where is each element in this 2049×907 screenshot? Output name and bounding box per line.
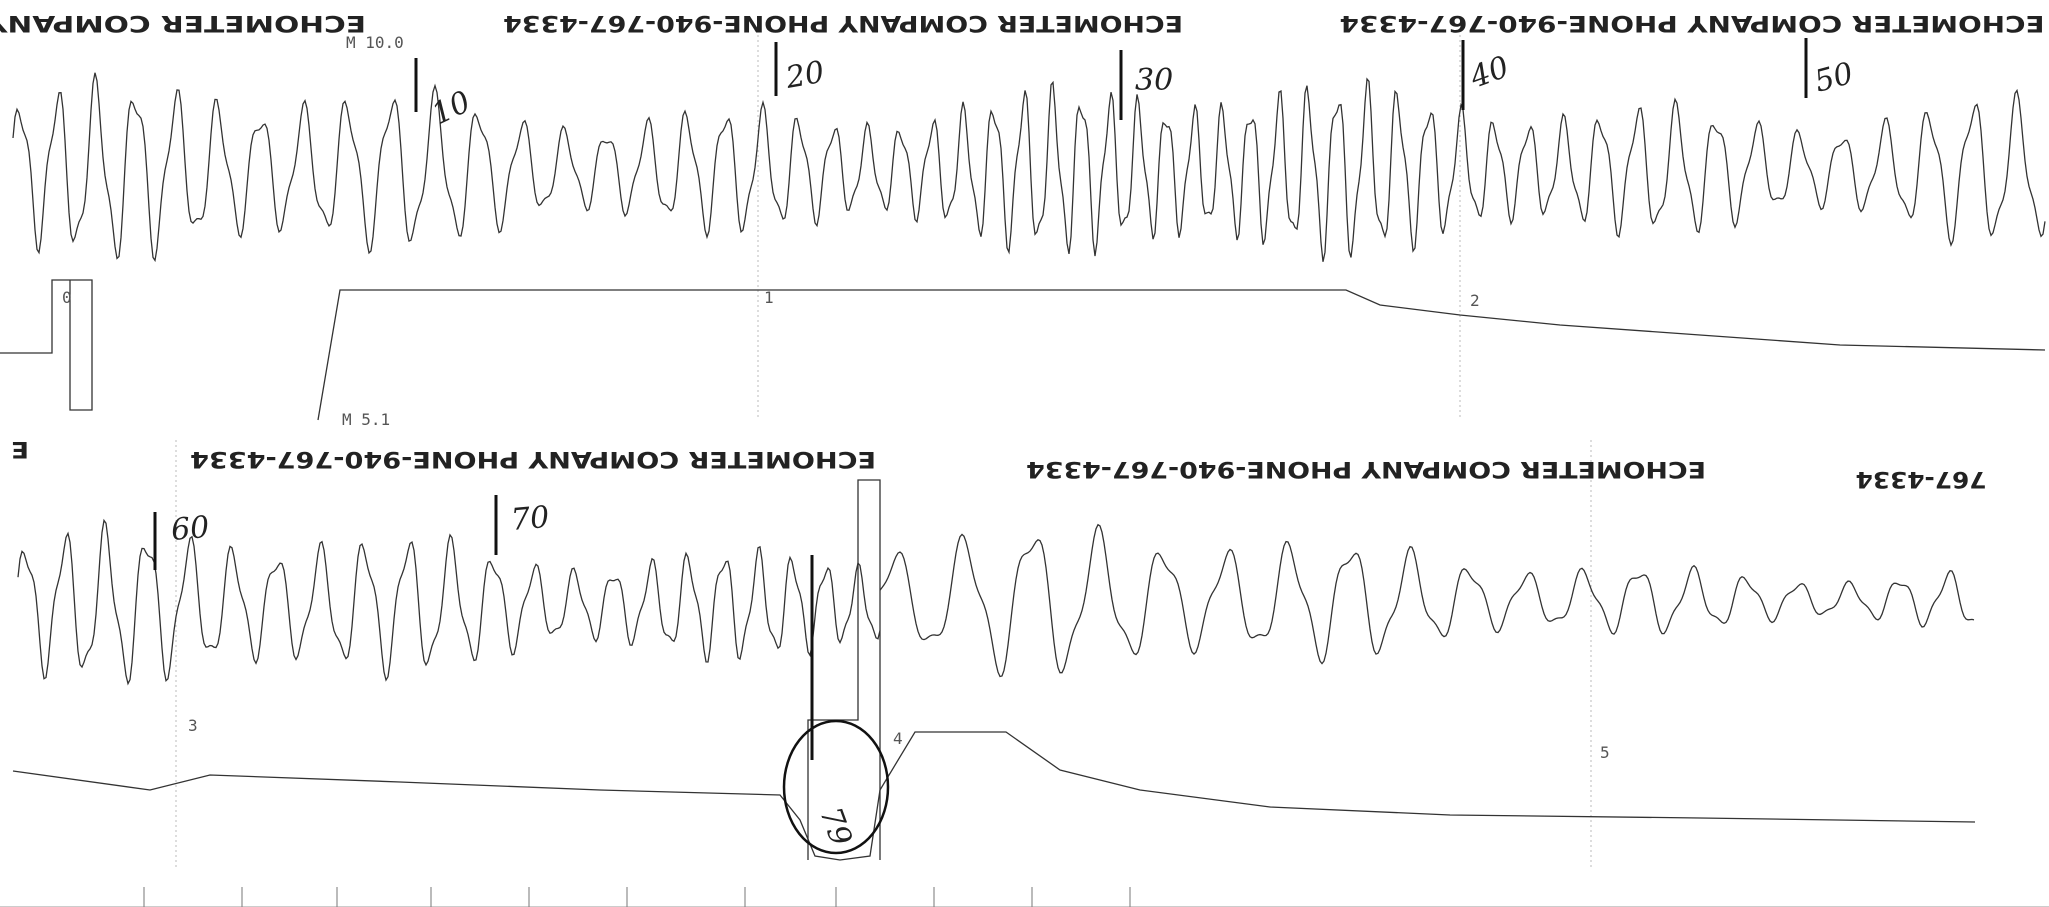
joint-count: 30 xyxy=(1135,63,1173,98)
header-text: 767-4334 xyxy=(1856,466,1987,491)
time-label: 1 xyxy=(764,288,774,307)
time-label: 3 xyxy=(188,716,198,735)
marker-label: M 5.1 xyxy=(342,410,390,429)
joint-count: 60 xyxy=(170,510,211,548)
header-text: ECHOMETER COMPANY PHONE-940-767-4334 xyxy=(1340,10,2045,35)
time-label: 2 xyxy=(1470,291,1480,310)
echometer-strip: ECHOMETER COMPANY ECHOMETER COMPANY PHONE… xyxy=(0,0,2049,907)
time-label: 5 xyxy=(1600,743,1610,762)
joint-count: 70 xyxy=(510,500,551,538)
header-text: ECHOMETER COMPANY PHONE-940-767-4334 xyxy=(503,10,1183,35)
marker-label: M 10.0 xyxy=(346,33,404,52)
header-text: E xyxy=(11,436,29,461)
time-label: 4 xyxy=(893,729,903,748)
time-label: 0 xyxy=(62,288,72,307)
header-text: ECHOMETER COMPANY PHONE-940-767-4334 xyxy=(1026,456,1706,481)
joint-count: 20 xyxy=(782,55,827,96)
header-text: ECHOMETER COMPANY xyxy=(0,10,366,35)
header-text: ECHOMETER COMPANY PHONE-940-767-4334 xyxy=(190,446,876,471)
